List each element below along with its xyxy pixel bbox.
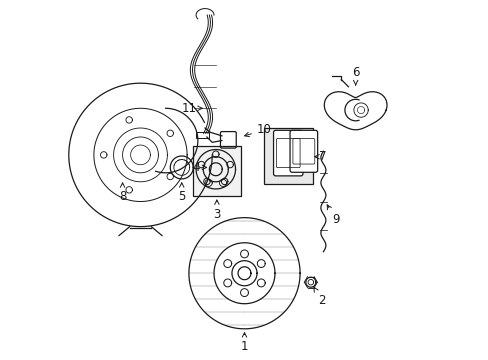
Text: 9: 9 bbox=[326, 205, 339, 226]
Text: 11: 11 bbox=[181, 102, 202, 115]
FancyBboxPatch shape bbox=[273, 130, 303, 176]
Text: 8: 8 bbox=[119, 183, 126, 203]
FancyBboxPatch shape bbox=[289, 130, 317, 172]
Text: 6: 6 bbox=[351, 66, 359, 85]
Text: 2: 2 bbox=[313, 287, 325, 307]
Bar bbox=[192, 146, 241, 196]
Text: 4: 4 bbox=[192, 161, 206, 174]
Text: 1: 1 bbox=[240, 333, 248, 353]
Bar bbox=[196, 132, 208, 138]
Text: 5: 5 bbox=[178, 183, 185, 203]
Text: 10: 10 bbox=[244, 123, 271, 137]
Text: 3: 3 bbox=[213, 200, 220, 221]
Bar bbox=[264, 128, 312, 184]
Text: 7: 7 bbox=[314, 150, 326, 163]
